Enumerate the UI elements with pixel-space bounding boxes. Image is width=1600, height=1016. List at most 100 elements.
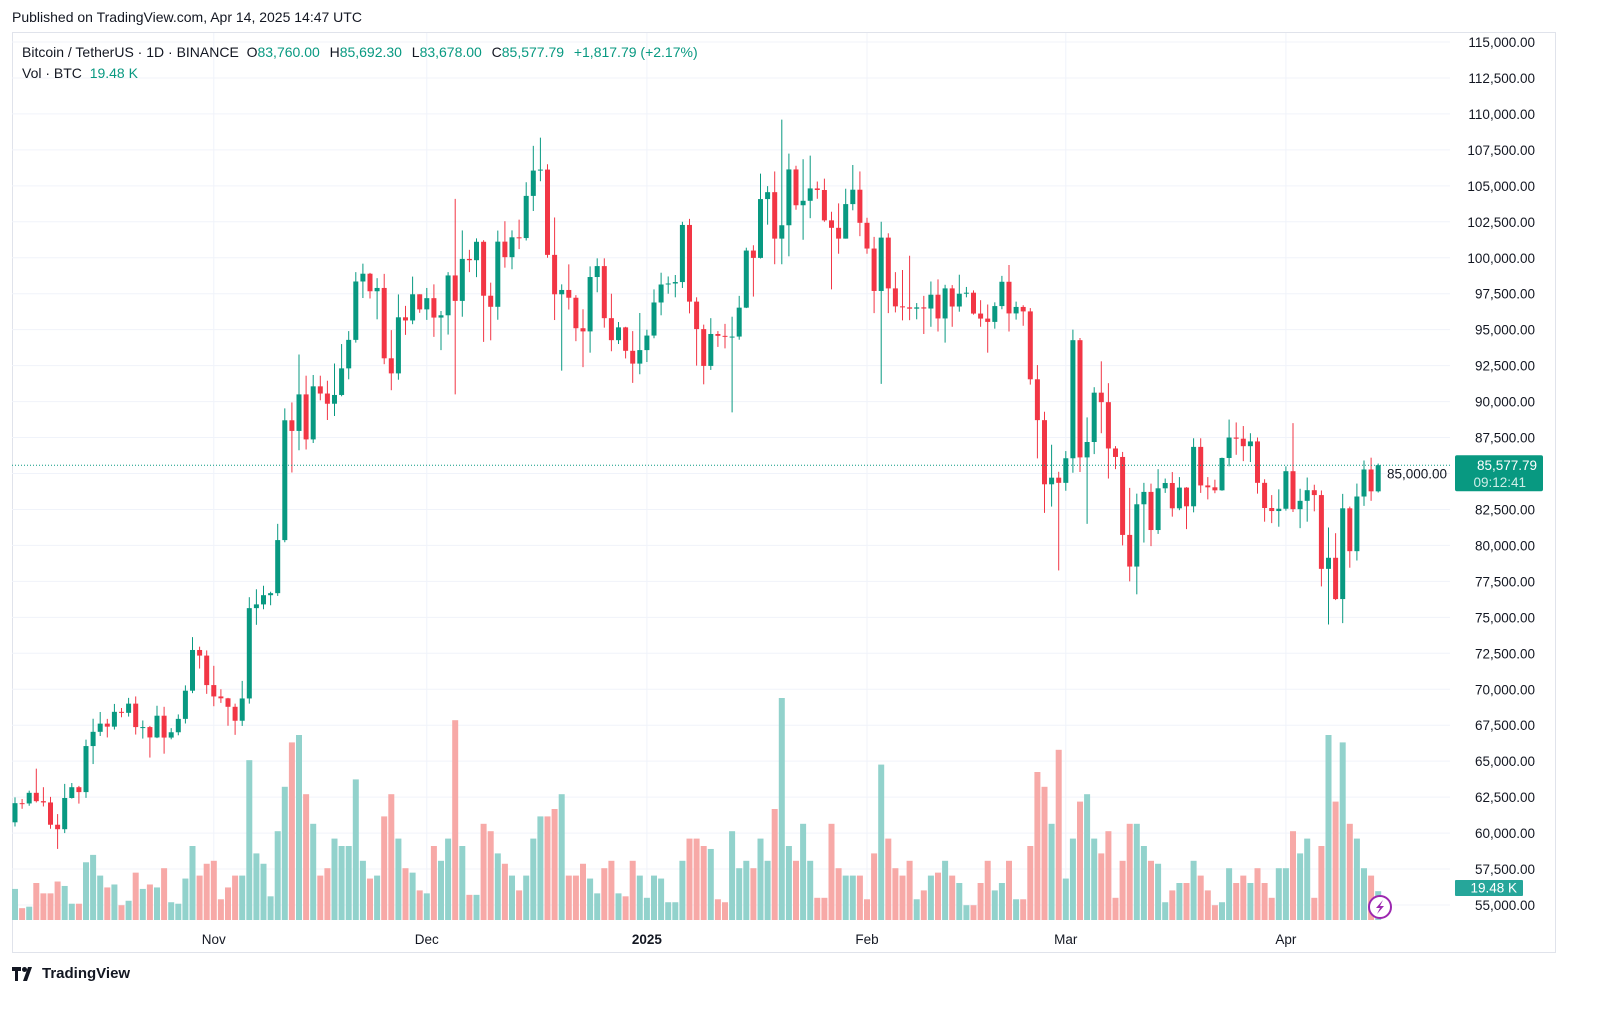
volume-bar [679,860,686,920]
candle [33,768,39,803]
candle-body [1233,437,1239,439]
candle-body [651,302,657,336]
candle-body [410,294,416,321]
candle-body [339,368,345,395]
volume-bar [906,860,913,920]
volume-bar [345,846,352,920]
candle-body [559,289,565,295]
candle-body [928,294,934,309]
candle [1155,469,1161,534]
time-tick-label: 2025 [632,932,663,947]
candle [616,322,621,345]
candle [1042,411,1047,513]
candle [949,285,955,327]
symbol-title[interactable]: Bitcoin / TetherUS · 1D · BINANCE [22,44,239,60]
volume-bar [622,896,629,920]
volume-bar [750,868,757,920]
candle-body [353,281,359,340]
candle-body [807,188,813,201]
volume-bar [1098,853,1105,920]
volume-bar [963,905,970,920]
candle-body [488,295,494,307]
price-axis: 115,000.00 112,500.00 110,000.00 107,500.00… [1387,35,1535,913]
candle [147,725,153,758]
candle-body [275,540,281,594]
candle [829,211,834,290]
candle [594,258,600,293]
volume-bar [388,794,395,920]
candle-body [140,727,146,729]
candle-body [424,298,430,310]
candle-body [175,718,181,733]
candle [48,796,53,829]
candle-body [772,192,778,239]
volume-bar [899,875,906,920]
price-tick-label: 85,000.00 [1387,467,1447,482]
candle [317,375,323,401]
candle [410,276,416,325]
candle [1141,482,1147,543]
footer-brand[interactable]: TradingView [12,965,130,982]
candle [481,240,487,342]
candle-body [76,787,82,793]
candle [1276,489,1282,527]
candle [971,290,976,315]
candle-body [1042,420,1047,485]
candle-body [381,287,387,359]
candle-body [1205,485,1211,488]
candle [956,274,962,312]
candle-body [956,293,962,307]
candle [339,344,345,397]
candle [772,171,778,265]
volume-bar [1041,786,1048,920]
candle-body [1134,504,1140,567]
candle-body [878,237,884,291]
candle [1091,387,1097,455]
candle [807,155,813,219]
candle [1084,417,1090,524]
candle-body [949,288,955,307]
candle [1283,466,1289,511]
candle [1333,533,1339,601]
volume-bar [771,809,778,920]
volume-bar [892,868,899,920]
candle [303,375,309,450]
volume-bar [1183,883,1190,920]
candle [275,523,281,596]
volume-bar [807,860,814,920]
candle [1205,477,1211,500]
candle [1354,483,1360,561]
candle [1191,438,1197,513]
volume-bar [530,838,537,920]
candle-body [26,792,32,804]
candle-body [1276,508,1282,512]
candle-body [303,394,309,440]
candle-body [907,307,913,309]
last-volume-badge [1455,880,1523,897]
candle-body [438,315,444,318]
candle-body [857,189,863,223]
candle-body [779,225,785,239]
volume-bar [913,899,920,920]
candle-body [83,746,89,793]
candle [1176,477,1182,511]
volume-bar [19,908,26,920]
candle-body [864,222,870,249]
candle-body [729,336,735,338]
candle-body [821,190,827,221]
candle-body [935,294,941,319]
volume-bar [1304,838,1311,920]
volume-bar [537,816,544,920]
volume-bar [814,897,821,920]
volume-bar [1148,860,1154,920]
candle [999,275,1005,310]
candle [119,707,124,718]
candle [19,798,25,809]
volume-bar [260,863,267,920]
candle-body [1084,442,1090,458]
volume-bar [608,860,615,920]
volume-label[interactable]: Vol · BTC [22,65,82,81]
candle-body [1141,491,1147,505]
candle [708,318,714,370]
